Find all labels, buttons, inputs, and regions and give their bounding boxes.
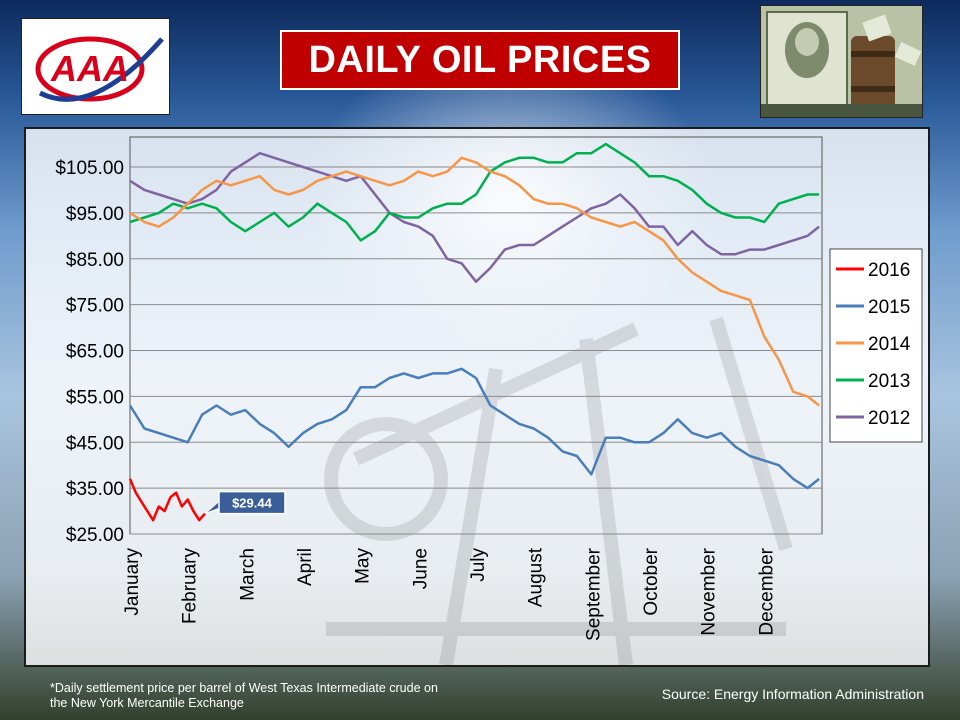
x-tick-label: November [699, 547, 720, 635]
x-tick-label: December [756, 547, 777, 635]
series-line-2013 [129, 142, 820, 242]
y-tick-label: $35.00 [66, 479, 124, 500]
footnote: *Daily settlement price per barrel of We… [50, 681, 570, 711]
series-line-2015 [128, 367, 820, 490]
x-tick-label: May [353, 548, 374, 584]
y-tick-label: $55.00 [66, 387, 124, 408]
legend-label-2012: 2012 [868, 408, 910, 429]
x-tick-label: March [237, 548, 258, 601]
chart-panel: $25.00 $35.00 $45.00 $55.00 $65.00 $75.00 $85.… [24, 127, 930, 667]
legend-label-2014: 2014 [868, 334, 911, 355]
legend-label-2015: 2015 [868, 297, 910, 318]
x-tick-label: June [410, 548, 431, 589]
y-tick-label: $45.00 [66, 433, 124, 454]
legend-box [829, 248, 923, 443]
x-tick-label: February [180, 548, 201, 625]
x-tick-label: September [583, 547, 604, 641]
x-tick-label: January [122, 548, 143, 616]
footnote-line-1: *Daily settlement price per barrel of We… [50, 681, 438, 695]
y-tick-label: $75.00 [66, 296, 124, 317]
series-line-2014 [129, 156, 820, 407]
footnote-line-2: the New York Mercantile Exchange [50, 696, 244, 710]
aaa-logo: AAA [21, 18, 170, 115]
x-tick-label: October [641, 547, 662, 615]
x-tick-label: April [295, 548, 316, 586]
y-tick-label: $65.00 [66, 342, 124, 363]
legend-label-2016: 2016 [868, 260, 910, 281]
y-tick-label: $85.00 [66, 250, 124, 271]
source-credit: Source: Energy Information Administratio… [661, 686, 924, 702]
money-oil-image [760, 5, 923, 118]
y-tick-label: $25.00 [66, 525, 124, 546]
y-tick-label: $95.00 [66, 204, 124, 225]
title-banner: DAILY OIL PRICES [280, 30, 680, 90]
x-tick-label: August [526, 547, 547, 607]
money-oil-icon [761, 6, 922, 117]
logo-text: AAA [50, 48, 129, 89]
oil-price-chart: $25.00 $35.00 $45.00 $55.00 $65.00 $75.00 $85.… [55, 136, 923, 665]
x-tick-label: July [468, 548, 489, 582]
series-line-2012 [129, 151, 820, 283]
page-title: DAILY OIL PRICES [308, 38, 652, 81]
callout-label: $29.44 [232, 496, 273, 511]
legend-label-2013: 2013 [868, 371, 910, 392]
y-tick-label: $105.00 [55, 158, 124, 179]
series-line-2016 [128, 478, 206, 522]
aaa-logo-icon: AAA [35, 36, 164, 102]
callout-box [218, 490, 286, 515]
